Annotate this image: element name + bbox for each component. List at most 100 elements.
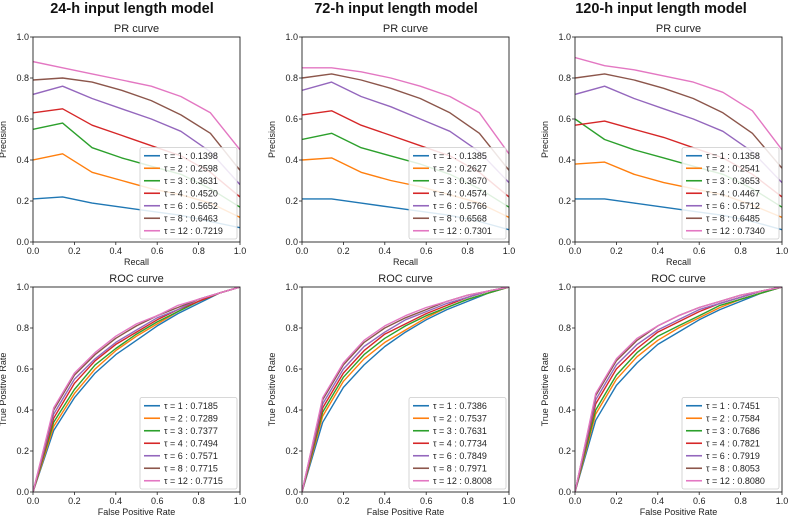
legend-box <box>139 147 238 240</box>
column-title-120h: 120-h input length model <box>575 1 747 17</box>
legend-entry: τ = 12 : 0.7715 <box>164 476 223 486</box>
y-tick-label: 0.4 <box>16 405 29 415</box>
x-tick-label: 0.6 <box>693 246 706 256</box>
x-axis-label: False Positive Rate <box>367 507 445 517</box>
legend-entry: τ = 2 : 0.7537 <box>433 413 487 423</box>
y-tick-label: 0.0 <box>558 487 571 497</box>
series-line-0 <box>302 287 509 492</box>
x-tick-label: 0.0 <box>296 246 309 256</box>
y-tick-label: 0.6 <box>285 364 298 374</box>
y-axis-label: True Positive Rate <box>0 353 8 427</box>
legend-box <box>681 147 780 240</box>
legend-entry: τ = 4 : 0.7494 <box>164 438 218 448</box>
x-tick-label: 0.2 <box>337 246 350 256</box>
y-tick-label: 1.0 <box>558 282 571 292</box>
x-tick-label: 0.8 <box>734 496 747 506</box>
panel-pr-2: PR curve 0.0 0.2 0.4 0.6 0.8 1.0 0.0 0.2 0.4 0.6 0.… <box>540 23 788 267</box>
series-line-5 <box>575 73 782 169</box>
y-tick-label: 0.8 <box>558 73 571 83</box>
axes-frame <box>301 286 510 493</box>
y-tick-label: 0.6 <box>16 364 29 374</box>
x-tick-label: 0.8 <box>734 246 747 256</box>
series-line-0 <box>575 287 782 492</box>
y-axis-label: Precision <box>0 121 8 158</box>
x-tick-label: 0.8 <box>461 246 474 256</box>
x-tick-label: 0.6 <box>420 496 433 506</box>
x-tick-label: 1.0 <box>776 246 789 256</box>
y-tick-label: 0.8 <box>16 323 29 333</box>
x-axis-label: Recall <box>666 257 691 267</box>
legend-entry: τ = 8 : 0.6485 <box>706 213 760 223</box>
x-tick-label: 0.0 <box>296 496 309 506</box>
y-tick-label: 0.2 <box>558 196 571 206</box>
legend-entry: τ = 12 : 0.8008 <box>433 476 492 486</box>
y-tick-label: 0.4 <box>558 405 571 415</box>
y-axis-label: Precision <box>267 121 277 158</box>
x-axis-label: Recall <box>393 257 418 267</box>
series-line-2 <box>575 287 782 492</box>
legend: τ = 1 : 0.7451 τ = 2 : 0.7584 τ = 3 : 0.76… <box>681 397 780 490</box>
x-axis-label: Recall <box>124 257 149 267</box>
x-tick-label: 0.2 <box>68 496 81 506</box>
x-tick-label: 0.8 <box>192 246 205 256</box>
legend-entry: τ = 6 : 0.5712 <box>706 201 760 211</box>
legend-entry: τ = 2 : 0.7584 <box>706 413 760 423</box>
legend-entry: τ = 8 : 0.6463 <box>164 213 218 223</box>
x-tick-label: 0.2 <box>610 246 623 256</box>
legend-entry: τ = 1 : 0.7386 <box>433 401 487 411</box>
series-line-6 <box>33 287 240 492</box>
legend-entry: τ = 3 : 0.7377 <box>164 426 218 436</box>
x-tick-label: 0.4 <box>652 246 665 256</box>
legend-entry: τ = 8 : 0.8053 <box>706 463 760 473</box>
x-tick-label: 0.0 <box>569 246 582 256</box>
y-axis-label: True Positive Rate <box>267 353 277 427</box>
x-tick-label: 0.2 <box>68 246 81 256</box>
legend-entry: τ = 12 : 0.7219 <box>164 226 223 236</box>
panel-title: PR curve <box>114 23 159 35</box>
series-line-2 <box>302 287 509 492</box>
x-tick-label: 0.6 <box>420 246 433 256</box>
x-tick-label: 1.0 <box>503 246 516 256</box>
y-tick-label: 0.0 <box>16 487 29 497</box>
legend-entry: τ = 1 : 0.7185 <box>164 401 218 411</box>
legend-entry: τ = 6 : 0.7571 <box>164 451 218 461</box>
column-title-72h: 72-h input length model <box>314 1 478 17</box>
x-tick-label: 0.8 <box>461 496 474 506</box>
legend-box <box>408 397 507 490</box>
y-tick-label: 0.2 <box>558 446 571 456</box>
legend-entry: τ = 4 : 0.7734 <box>433 438 487 448</box>
y-tick-label: 0.8 <box>558 323 571 333</box>
legend-entry: τ = 3 : 0.3653 <box>706 176 760 186</box>
series-line-4 <box>302 287 509 492</box>
x-tick-label: 1.0 <box>776 496 789 506</box>
y-tick-label: 1.0 <box>285 282 298 292</box>
y-tick-label: 1.0 <box>16 282 29 292</box>
panel-roc-2: ROC curve 0.0 0.2 0.4 0.6 0.8 1.0 0.0 0.2 0.4 0.6 0… <box>540 273 788 517</box>
y-tick-label: 0.2 <box>285 446 298 456</box>
legend-box <box>681 397 780 490</box>
axes-frame <box>32 286 241 493</box>
legend-entry: τ = 6 : 0.7919 <box>706 451 760 461</box>
y-tick-label: 0.0 <box>558 237 571 247</box>
legend-entry: τ = 1 : 0.1398 <box>164 151 218 161</box>
legend: τ = 1 : 0.1358 τ = 2 : 0.2541 τ = 3 : 0.36… <box>681 147 780 240</box>
x-tick-label: 0.6 <box>151 496 164 506</box>
panel-title: PR curve <box>383 23 428 35</box>
y-tick-label: 0.6 <box>558 364 571 374</box>
y-tick-label: 0.2 <box>16 446 29 456</box>
legend: τ = 1 : 0.7185 τ = 2 : 0.7289 τ = 3 : 0.73… <box>139 397 238 490</box>
y-tick-label: 0.4 <box>558 155 571 165</box>
legend-entry: τ = 3 : 0.3670 <box>433 176 487 186</box>
legend-entry: τ = 4 : 0.4520 <box>164 188 218 198</box>
y-tick-label: 0.8 <box>16 73 29 83</box>
panel-title: ROC curve <box>651 273 705 285</box>
y-tick-label: 0.4 <box>285 155 298 165</box>
x-tick-label: 0.4 <box>110 496 123 506</box>
panel-pr-1: PR curve 0.0 0.2 0.4 0.6 0.8 1.0 0.0 0.2 0.4 0.6 0.… <box>267 23 515 267</box>
x-tick-label: 0.0 <box>569 496 582 506</box>
legend-entry: τ = 2 : 0.7289 <box>164 413 218 423</box>
legend-entry: τ = 3 : 0.3631 <box>164 176 218 186</box>
y-tick-label: 0.6 <box>285 114 298 124</box>
legend-entry: τ = 4 : 0.7821 <box>706 438 760 448</box>
column-title-24h: 24-h input length model <box>50 1 214 17</box>
